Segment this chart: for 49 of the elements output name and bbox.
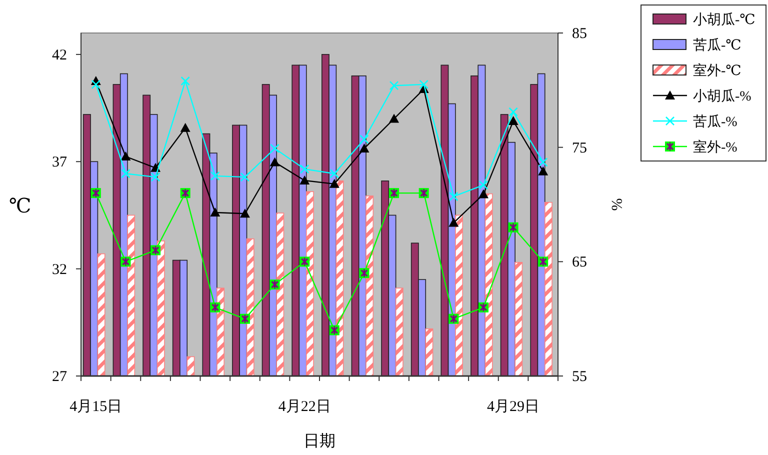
- y2-tick-label: 85: [572, 26, 587, 42]
- x-tick-label: 4月29日: [487, 399, 540, 415]
- point: [508, 107, 518, 117]
- y2-axis-title: %: [608, 198, 624, 211]
- point: [300, 175, 310, 184]
- point: [478, 180, 488, 190]
- point: [210, 171, 220, 181]
- point: [508, 116, 518, 126]
- legend-label: 室外-%: [693, 140, 738, 156]
- point: [330, 168, 340, 178]
- y-tick-label: 32: [52, 262, 67, 278]
- y-axis-title: ℃: [8, 196, 32, 218]
- legend-label: 小胡瓜-%: [693, 88, 752, 104]
- point: [91, 80, 101, 90]
- x-axis-title: 日期: [304, 432, 336, 450]
- point: [240, 172, 250, 182]
- point: [180, 122, 190, 132]
- y2-tick-label: 75: [572, 140, 587, 156]
- legend-label: 小胡瓜-℃: [693, 12, 756, 28]
- point: [210, 208, 220, 217]
- point: [448, 218, 459, 227]
- legend-label: 苦瓜-%: [693, 114, 738, 130]
- point: [538, 158, 548, 167]
- point: [478, 189, 488, 198]
- point: [359, 143, 370, 152]
- point: [120, 151, 131, 160]
- point: [150, 172, 160, 182]
- legend-label: 室外-℃: [693, 63, 742, 79]
- point: [329, 178, 340, 188]
- x-tick-label: 4月15日: [70, 399, 122, 415]
- point: [389, 114, 400, 123]
- point: [270, 157, 280, 166]
- point: [300, 164, 310, 174]
- point: [360, 134, 369, 144]
- x-tick-label: 4月22日: [278, 399, 331, 415]
- point: [180, 76, 190, 86]
- point: [389, 80, 399, 90]
- legend-label: 苦瓜-℃: [693, 38, 742, 54]
- point: [121, 168, 130, 178]
- point: [240, 208, 250, 218]
- y2-tick-label: 55: [572, 369, 587, 385]
- y-tick-label: 27: [52, 369, 68, 385]
- y-tick-label: 42: [52, 47, 67, 64]
- y2-tick-label: 65: [572, 254, 587, 271]
- point: [270, 144, 280, 154]
- point: [419, 80, 428, 90]
- point: [449, 192, 458, 202]
- y-tick-label: 37: [52, 154, 68, 171]
- point: [538, 166, 548, 176]
